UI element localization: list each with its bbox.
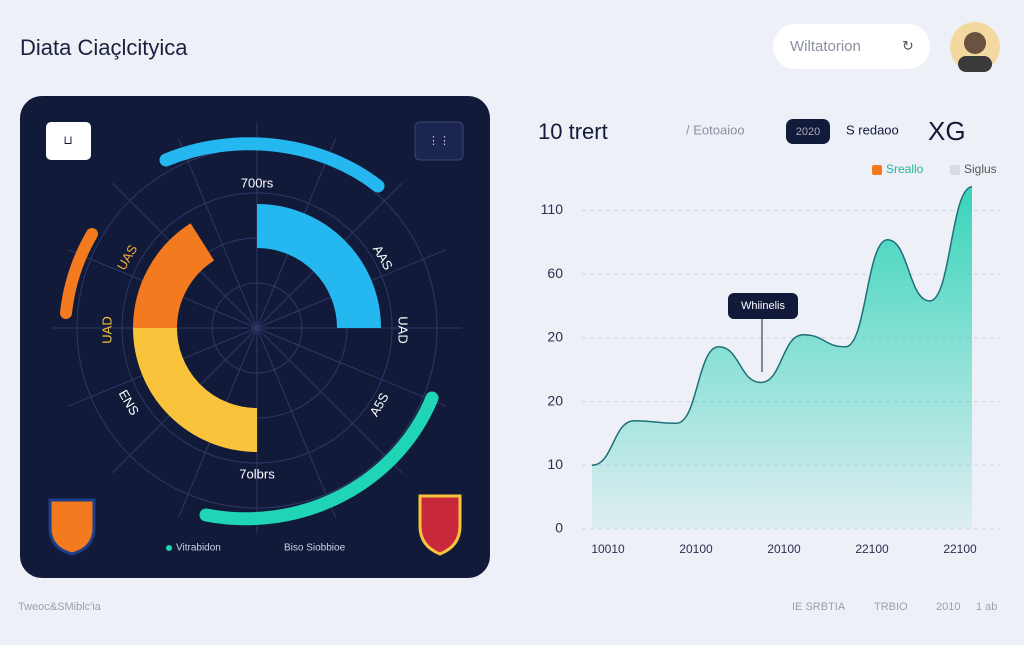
crest xyxy=(48,498,96,556)
panel-menu[interactable] xyxy=(414,121,464,161)
y-tick-label: 0 xyxy=(555,520,563,536)
panel-button[interactable] xyxy=(46,122,91,160)
x-tick-label: 20100 xyxy=(767,542,801,556)
grid-spoke xyxy=(178,138,258,329)
legend-label: Sreallo xyxy=(886,162,924,176)
grid-spoke xyxy=(256,327,336,518)
search-placeholder: Wiltatorion xyxy=(790,38,861,55)
avatar-face xyxy=(964,32,986,54)
legend-label: Siglus xyxy=(964,162,997,176)
legend-label: Biso Siobbioe xyxy=(284,543,346,554)
search-box[interactable] xyxy=(773,24,930,69)
avatar-body xyxy=(958,56,992,72)
trend-legend: Sreallo Siglus xyxy=(872,162,997,176)
area-line xyxy=(591,186,973,467)
legend-label: Vitrabidon xyxy=(176,543,221,554)
y-tick-label: 20 xyxy=(547,392,563,408)
y-tick-label: 110 xyxy=(541,201,564,217)
app-title: Diata Ciaçlcityica xyxy=(20,35,188,60)
x-tick-label: 10010 xyxy=(591,542,625,556)
y-tick-label: 60 xyxy=(547,265,563,281)
outer-arc xyxy=(199,391,439,526)
filter[interactable]: S redaoo xyxy=(846,122,899,137)
pill[interactable] xyxy=(786,119,830,144)
area-chart: 0 10 20 20 60 110 10010 20100 20100 22100 22100 Whi… xyxy=(541,186,1000,556)
crest xyxy=(418,494,462,556)
x-tick-label: 22100 xyxy=(943,542,977,556)
panel-menu-icon: ⋮⋮ xyxy=(428,135,450,147)
radial-label: UAD xyxy=(396,316,411,343)
outer-arc xyxy=(159,137,385,193)
grid-spoke xyxy=(256,327,447,407)
panel-button-icon: ⊔ xyxy=(63,133,72,147)
y-tick-label: 10 xyxy=(547,456,563,472)
trend-title: 10 trert xyxy=(538,119,608,144)
radial-label: 700rs xyxy=(241,175,274,190)
outer-arc xyxy=(60,228,98,319)
y-tick-label: 20 xyxy=(547,329,563,345)
x-tick-label: 22100 xyxy=(855,542,889,556)
area-fill xyxy=(592,186,972,529)
pill-label: 2020 xyxy=(796,126,820,138)
radial-panel xyxy=(20,96,490,578)
ring-segment xyxy=(256,204,381,329)
footer-item: IE SRBTIA xyxy=(792,601,846,613)
legend-dot xyxy=(166,545,172,551)
footer-item: 2010 xyxy=(936,601,960,613)
footer-item: 1 ab xyxy=(976,601,997,613)
grid-spoke xyxy=(256,327,403,474)
radial-label: UAD xyxy=(99,316,114,343)
footer-item: TRBIO xyxy=(874,601,908,613)
legend-swatch xyxy=(950,165,960,175)
tooltip xyxy=(728,293,798,319)
search-icon[interactable]: ↻ xyxy=(902,38,914,54)
radial-label: 7olbrs xyxy=(239,466,275,481)
tooltip-label: Whiinelis xyxy=(741,300,786,312)
ring-segment xyxy=(133,327,258,452)
legend-swatch xyxy=(872,165,882,175)
ring xyxy=(133,204,381,452)
x-tick-label: 20100 xyxy=(679,542,713,556)
trend-subtitle: / Eotoaioo xyxy=(686,122,745,137)
ring-segment xyxy=(133,223,215,329)
badge: XG xyxy=(928,116,966,146)
footer-left: Tweoc&SMiblc'ia xyxy=(18,601,102,613)
